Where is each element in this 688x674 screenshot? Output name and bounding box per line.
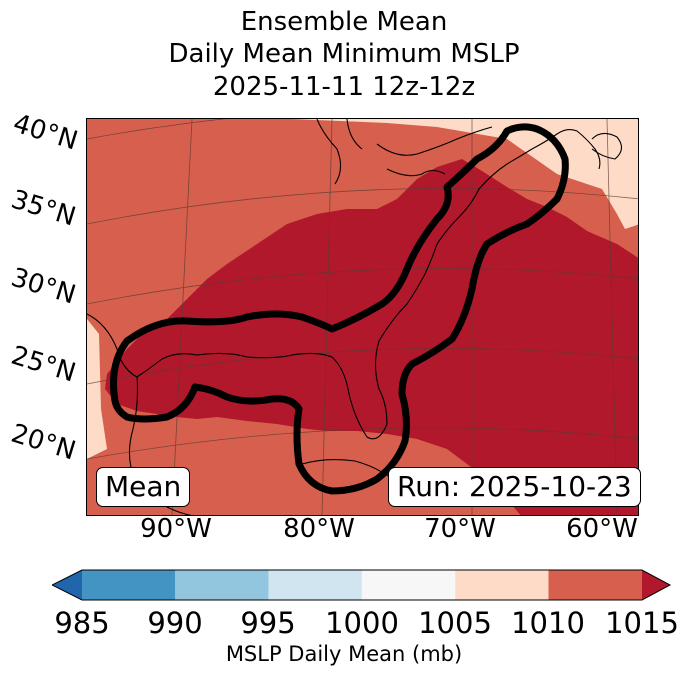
field-above-1015 [105, 159, 638, 515]
mslp-map [87, 119, 638, 515]
cbar-tick-1000: 1000 [325, 606, 399, 640]
field-1005-1010-north [292, 119, 638, 229]
cbar-tick-990: 990 [147, 606, 203, 640]
lon-label-60w: 60°W [566, 514, 638, 544]
cbar-tick-1010: 1010 [511, 606, 585, 640]
colorbar-bin-995-1000 [268, 570, 362, 600]
lat-label-40n: 40°N [9, 108, 82, 157]
title-line-3: 2025-11-11 12z-12z [212, 72, 476, 102]
colorbar [52, 569, 672, 601]
colorbar-outline [52, 569, 672, 601]
cbar-tick-995: 995 [240, 606, 296, 640]
title-line-1: Ensemble Mean [240, 7, 448, 37]
lat-label-35n: 35°N [7, 184, 80, 233]
colorbar-bin-1005-1010 [455, 570, 549, 600]
lat-label-30n: 30°N [7, 262, 80, 311]
lon-label-80w: 80°W [283, 514, 355, 544]
colorbar-bin-1010-1015 [548, 570, 642, 600]
lon-label-90w: 90°W [140, 514, 212, 544]
lat-label-25n: 25°N [7, 340, 80, 389]
map-panel [86, 118, 639, 516]
run-date-tag: Run: 2025-10-23 [388, 467, 641, 507]
cbar-tick-1015: 1015 [605, 606, 679, 640]
graticule [87, 119, 638, 515]
lat-label-20n: 20°N [7, 418, 80, 467]
colorbar-bin-1000-1005 [361, 570, 456, 600]
title-line-2: Daily Mean Minimum MSLP [168, 39, 520, 69]
colorbar-bin-985-990 [82, 570, 176, 600]
colorbar-lower-extend [52, 570, 82, 600]
cbar-tick-1005: 1005 [418, 606, 492, 640]
colorbar-bin-990-995 [175, 570, 269, 600]
mean-tag: Mean [96, 467, 191, 507]
colorbar-upper-extend [642, 570, 670, 600]
cbar-tick-985: 985 [54, 606, 110, 640]
colorbar-label: MSLP Daily Mean (mb) [225, 642, 463, 666]
lon-label-70w: 70°W [424, 514, 496, 544]
field-1005-1010-west [87, 319, 107, 459]
contour-line [110, 123, 569, 495]
